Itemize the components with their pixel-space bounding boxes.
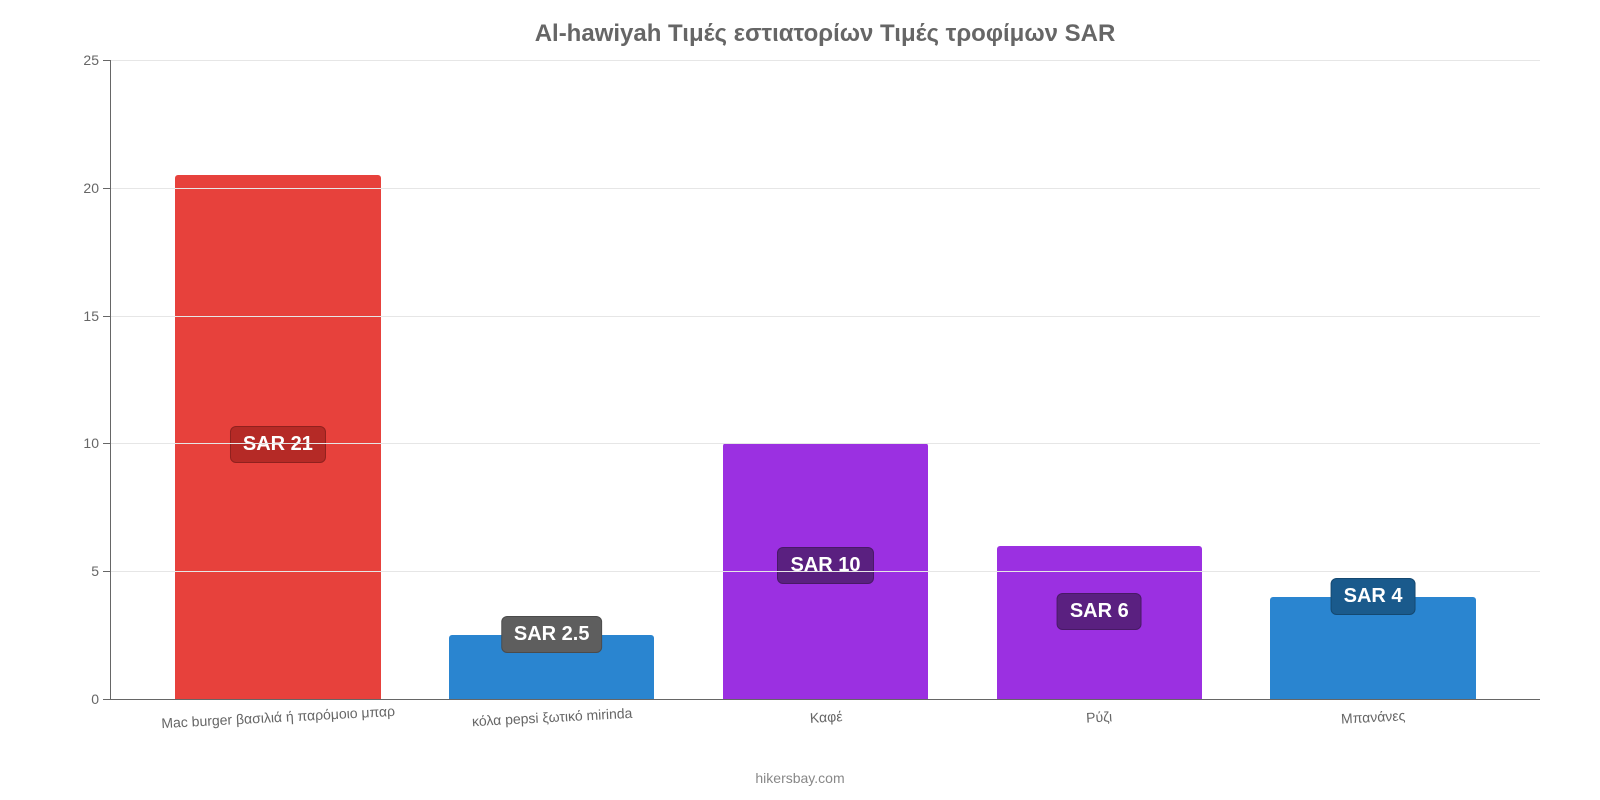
grid-line	[111, 60, 1540, 61]
grid-line	[111, 188, 1540, 189]
chart-container: Al-hawiyah Τιμές εστιατορίων Τιμές τροφί…	[0, 0, 1600, 800]
grid-line	[111, 316, 1540, 317]
bar-slot: SAR 2.5	[415, 60, 689, 699]
y-tick-label: 25	[83, 52, 111, 68]
y-tick-label: 10	[83, 435, 111, 451]
y-tick-label: 5	[91, 563, 111, 579]
bar-value-label: SAR 2.5	[501, 616, 603, 653]
attribution-text: hikersbay.com	[0, 770, 1600, 786]
grid-line	[111, 571, 1540, 572]
bar-slot: SAR 21	[141, 60, 415, 699]
bar-value-label: SAR 10	[777, 547, 873, 584]
chart-title: Al-hawiyah Τιμές εστιατορίων Τιμές τροφί…	[110, 20, 1540, 48]
plot-area: SAR 21SAR 2.5SAR 10SAR 6SAR 4 Mac burger…	[110, 60, 1540, 700]
y-tick-label: 20	[83, 180, 111, 196]
grid-line	[111, 443, 1540, 444]
bars-group: SAR 21 SAR 2.5 SAR 10 SAR 6 SAR 4	[111, 60, 1540, 699]
bar-slot: SAR 10	[689, 60, 963, 699]
y-tick-label: 0	[91, 691, 111, 707]
bar-value-label: SAR 4	[1331, 578, 1416, 615]
x-axis-labels: Mac burger βασιλιά ή παρόμοιο μπαρκόλα p…	[111, 699, 1540, 725]
y-tick-label: 15	[83, 308, 111, 324]
bar-slot: SAR 4	[1236, 60, 1510, 699]
bar-slot: SAR 6	[962, 60, 1236, 699]
bar-value-label: SAR 6	[1057, 593, 1142, 630]
